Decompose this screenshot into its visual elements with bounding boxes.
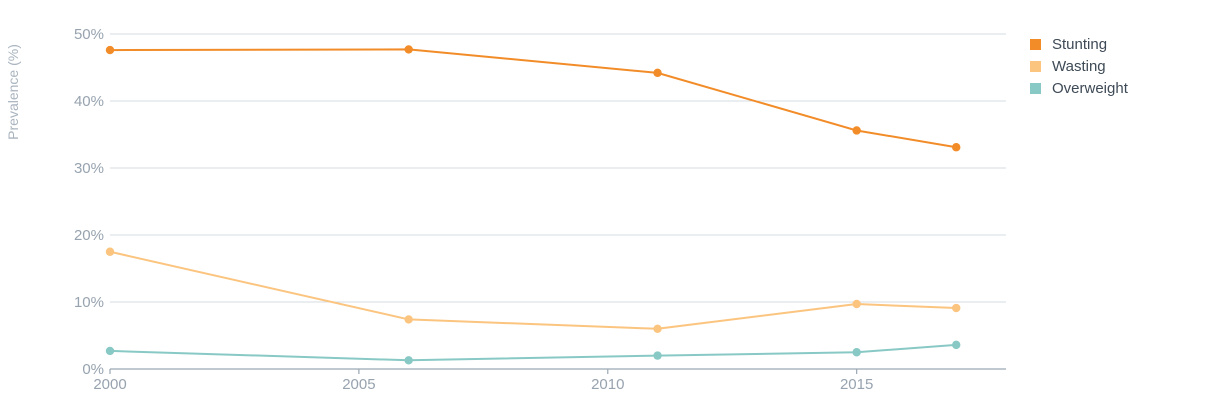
y-axis-ticks: 0% 10% 20% 30% 40% 50% (74, 26, 104, 378)
legend-swatch (1030, 38, 1041, 50)
data-point-stunting[interactable] (105, 45, 115, 55)
legend-label: Stunting (1052, 35, 1108, 53)
series-stunting (105, 45, 961, 152)
data-point-overweight[interactable] (653, 351, 662, 360)
series-group (105, 45, 961, 365)
data-point-wasting[interactable] (653, 324, 662, 333)
data-point-stunting[interactable] (653, 68, 662, 78)
legend-swatch (1030, 82, 1041, 94)
data-point-overweight[interactable] (105, 346, 115, 356)
gridlines (110, 33, 1006, 303)
data-point-stunting[interactable] (852, 126, 861, 135)
x-tick-label: 2005 (342, 376, 375, 393)
legend-label: Overweight (1052, 79, 1128, 97)
series-line-overweight (109, 343, 957, 362)
x-tick-label: 2000 (93, 376, 126, 393)
y-tick-label: 40% (74, 93, 104, 110)
series-overweight (105, 340, 961, 365)
legend-item-overweight[interactable]: Overweight (1030, 77, 1128, 99)
series-line-wasting (109, 250, 957, 330)
x-axis-ticks: 2000 2005 2010 2015 (93, 369, 873, 393)
data-point-stunting[interactable] (404, 45, 413, 54)
x-tick-label: 2010 (591, 376, 624, 393)
y-tick-label: 20% (74, 227, 104, 244)
data-point-overweight[interactable] (952, 340, 961, 350)
x-tick-label: 2015 (840, 376, 873, 393)
data-point-wasting[interactable] (952, 303, 961, 313)
series-wasting (105, 247, 961, 333)
data-point-wasting[interactable] (404, 315, 413, 324)
y-tick-label: 50% (74, 26, 104, 43)
data-point-overweight[interactable] (852, 348, 861, 357)
y-tick-label: 10% (74, 294, 104, 311)
y-tick-label: 30% (74, 160, 104, 177)
legend-swatch (1030, 60, 1041, 72)
legend-item-wasting[interactable]: Wasting (1030, 55, 1128, 77)
data-point-overweight[interactable] (404, 356, 413, 365)
legend-label: Wasting (1052, 57, 1106, 75)
legend: Stunting Wasting Overweight (1030, 33, 1128, 99)
legend-item-stunting[interactable]: Stunting (1030, 33, 1128, 55)
y-tick-label: 0% (82, 361, 104, 378)
series-line-stunting (109, 48, 957, 149)
y-axis-title: Prevalence (%) (5, 44, 21, 140)
data-point-wasting[interactable] (852, 299, 861, 309)
data-point-wasting[interactable] (105, 247, 115, 256)
data-point-stunting[interactable] (952, 143, 961, 152)
